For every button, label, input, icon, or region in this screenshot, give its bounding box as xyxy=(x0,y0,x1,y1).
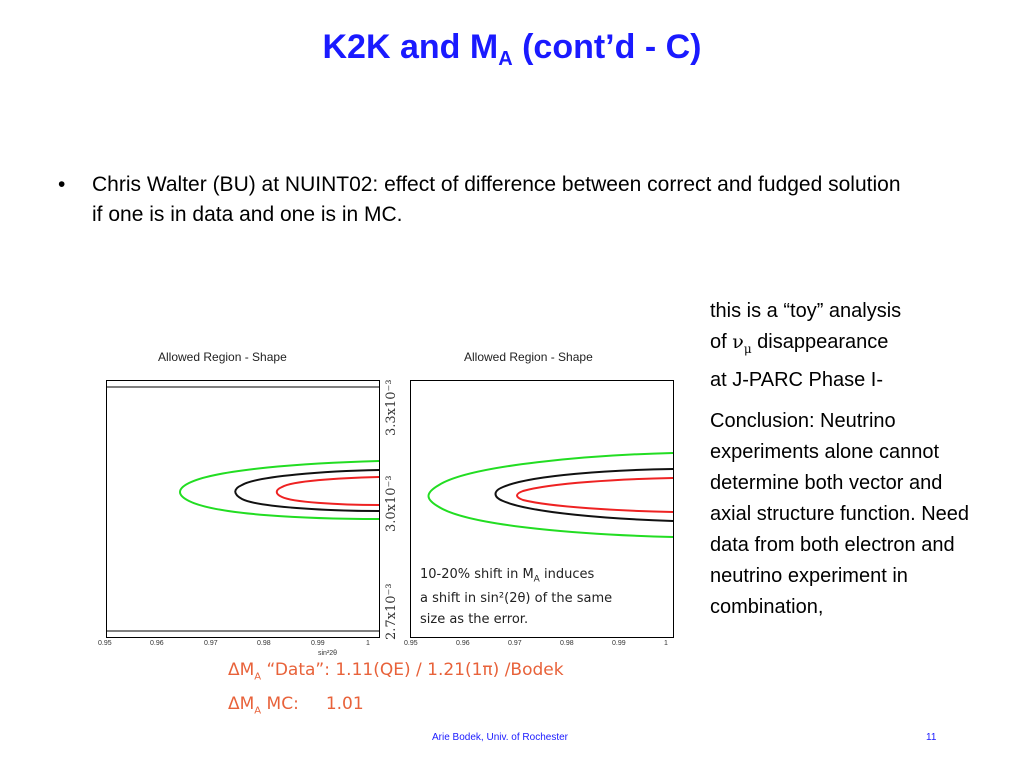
toy-analysis-text: this is a “toy” analysis of νμ disappear… xyxy=(710,300,902,391)
right-plot-title: Allowed Region - Shape xyxy=(464,350,593,364)
shift-note-line2: a shift in sin²(2θ) of the same xyxy=(420,591,613,606)
x-tick-r-3: 0.98 xyxy=(560,640,574,647)
delta-ma-mc: ΔMA MC: 1.01 xyxy=(228,694,364,717)
delta-ma-data: ΔMA “Data”: 1.11(QE) / 1.21(1π) /Bodek xyxy=(228,660,564,683)
x-tick-l-4: 0.99 xyxy=(311,640,325,647)
x-tick-r-1: 0.96 xyxy=(456,640,470,647)
x-tick-r-5: 1 xyxy=(664,640,668,647)
left-plot-title: Allowed Region - Shape xyxy=(158,350,287,364)
slide-title: K2K and MA (cont’d - C) xyxy=(322,28,702,70)
bullet-dot: • xyxy=(58,173,66,196)
x-tick-l-5: 1 xyxy=(366,640,370,647)
page-number: 11 xyxy=(926,732,937,743)
side-text: this is a “toy” analysis of νμ disappear… xyxy=(710,296,970,633)
x-tick-l-2: 0.97 xyxy=(204,640,218,647)
shift-note-line3: size as the error. xyxy=(420,612,529,627)
right-contour-middle xyxy=(494,468,673,522)
left-contours xyxy=(107,386,379,632)
x-tick-l-3: 0.98 xyxy=(257,640,271,647)
left-contour-middle xyxy=(234,469,379,512)
right-contour-outer xyxy=(427,452,673,538)
right-contour-inner xyxy=(516,477,673,513)
right-plot-panel xyxy=(410,380,674,638)
x-axis-label-left: sin²2θ xyxy=(318,650,338,657)
x-tick-l-0: 0.95 xyxy=(98,640,112,647)
shift-note-line1: 10-20% shift in MA induces xyxy=(420,567,595,585)
y-tick-3: 2.7x10⁻³ xyxy=(384,583,399,640)
conclusion-text: Conclusion: Neutrino experiments alone c… xyxy=(710,409,970,618)
x-tick-r-0: 0.95 xyxy=(404,640,418,647)
right-contours xyxy=(427,452,673,538)
left-contour-inner xyxy=(275,476,379,506)
y-tick-1: 3.3x10⁻³ xyxy=(384,379,399,436)
x-tick-l-1: 0.96 xyxy=(150,640,164,647)
left-contour-outer xyxy=(179,460,379,520)
bullet-text: Chris Walter (BU) at NUINT02: effect of … xyxy=(92,173,901,226)
y-tick-2: 3.0x10⁻³ xyxy=(384,475,399,532)
title-subscript: A xyxy=(498,48,513,70)
footer-author: Arie Bodek, Univ. of Rochester xyxy=(432,732,568,743)
x-tick-r-4: 0.99 xyxy=(612,640,626,647)
x-tick-r-2: 0.97 xyxy=(508,640,522,647)
left-plot-panel xyxy=(106,380,380,638)
nu-mu-symbol: νμ xyxy=(732,331,752,356)
